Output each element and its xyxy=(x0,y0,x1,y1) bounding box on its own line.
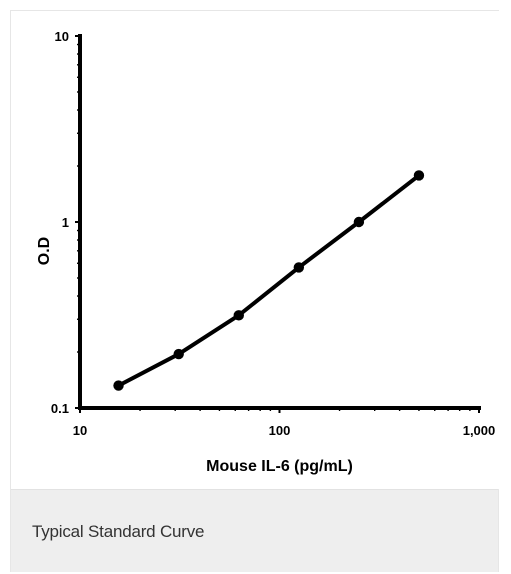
data-point-4 xyxy=(353,216,365,228)
x-axis-label: Mouse IL-6 (pg/mL) xyxy=(206,458,353,475)
standard-curve-chart: 10 100 1,000 0.1 1 10 Mouse IL-6 (pg/mL) O.D xyxy=(36,29,495,475)
data-point-2 xyxy=(233,310,244,321)
data-point-3 xyxy=(293,262,305,273)
x-tick-label-0: 10 xyxy=(73,423,87,438)
x-tick-label-1: 100 xyxy=(269,423,291,438)
points-layer xyxy=(113,170,425,391)
axes-layer xyxy=(75,34,481,413)
plot-area: 10 100 1,000 0.1 1 10 Mouse IL-6 (pg/mL) O.D xyxy=(11,11,500,489)
y-tick-label-2: 10 xyxy=(55,29,69,44)
standard-curve-line xyxy=(116,173,421,388)
caption-area: Typical Standard Curve xyxy=(11,489,498,572)
data-point-1 xyxy=(173,348,184,360)
figure-caption: Typical Standard Curve xyxy=(32,522,205,541)
labels-layer: 10 100 1,000 0.1 1 10 Mouse IL-6 (pg/mL) O.D xyxy=(36,29,495,475)
data-point-0 xyxy=(113,380,124,391)
data-point-5 xyxy=(413,170,425,181)
y-axis-label: O.D xyxy=(36,237,53,265)
figure-card: 10 100 1,000 0.1 1 10 Mouse IL-6 (pg/mL) O.D Ty… xyxy=(10,10,500,572)
x-tick-label-2: 1,000 xyxy=(463,423,496,438)
curve-layer xyxy=(116,173,421,388)
y-tick-label-1: 1 xyxy=(62,215,69,230)
y-tick-label-0: 0.1 xyxy=(51,401,69,416)
